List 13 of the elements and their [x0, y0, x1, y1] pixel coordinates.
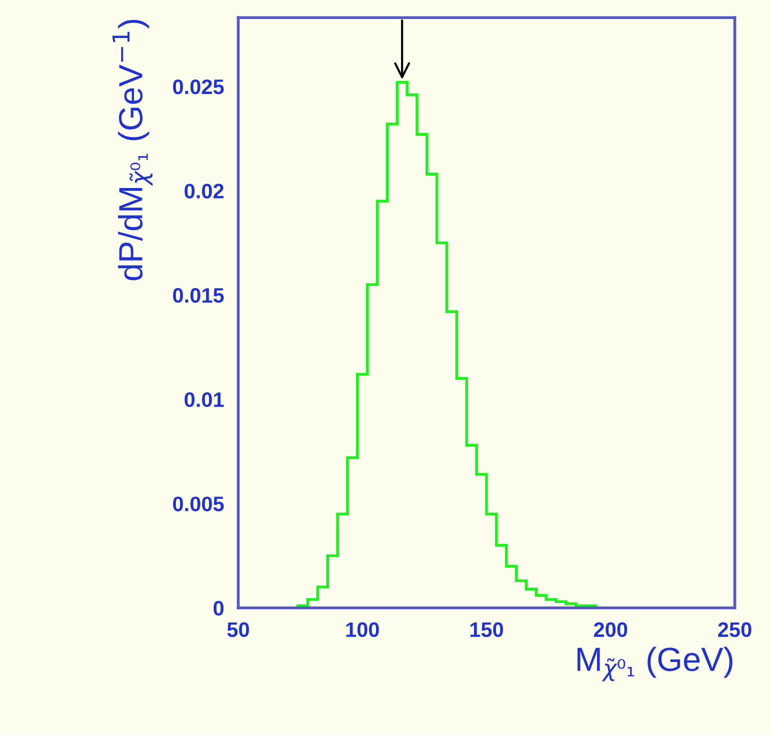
x-axis-title: M$_{χ̃⁰₁}$ (GeV): [577, 646, 732, 682]
y-tick-label: 0.01: [184, 392, 224, 408]
x-tick-label: 200: [594, 622, 628, 638]
y-tick-label: 0.025: [173, 79, 224, 94]
x-tick-label: 100: [346, 622, 379, 638]
x-tick-label: 150: [470, 622, 504, 638]
y-tick-label: 0: [214, 600, 224, 616]
x-tick-label: 250: [718, 622, 752, 638]
x-tick-label: 50: [227, 622, 249, 638]
y-axis-title: dP/dM$_{χ̃⁰₁}$ (GeV$^{−1}$): [112, 20, 153, 280]
y-tick-label: 0.02: [184, 184, 224, 198]
y-tick-label: 0.015: [173, 288, 224, 303]
y-tick-label: 0.005: [173, 496, 224, 512]
